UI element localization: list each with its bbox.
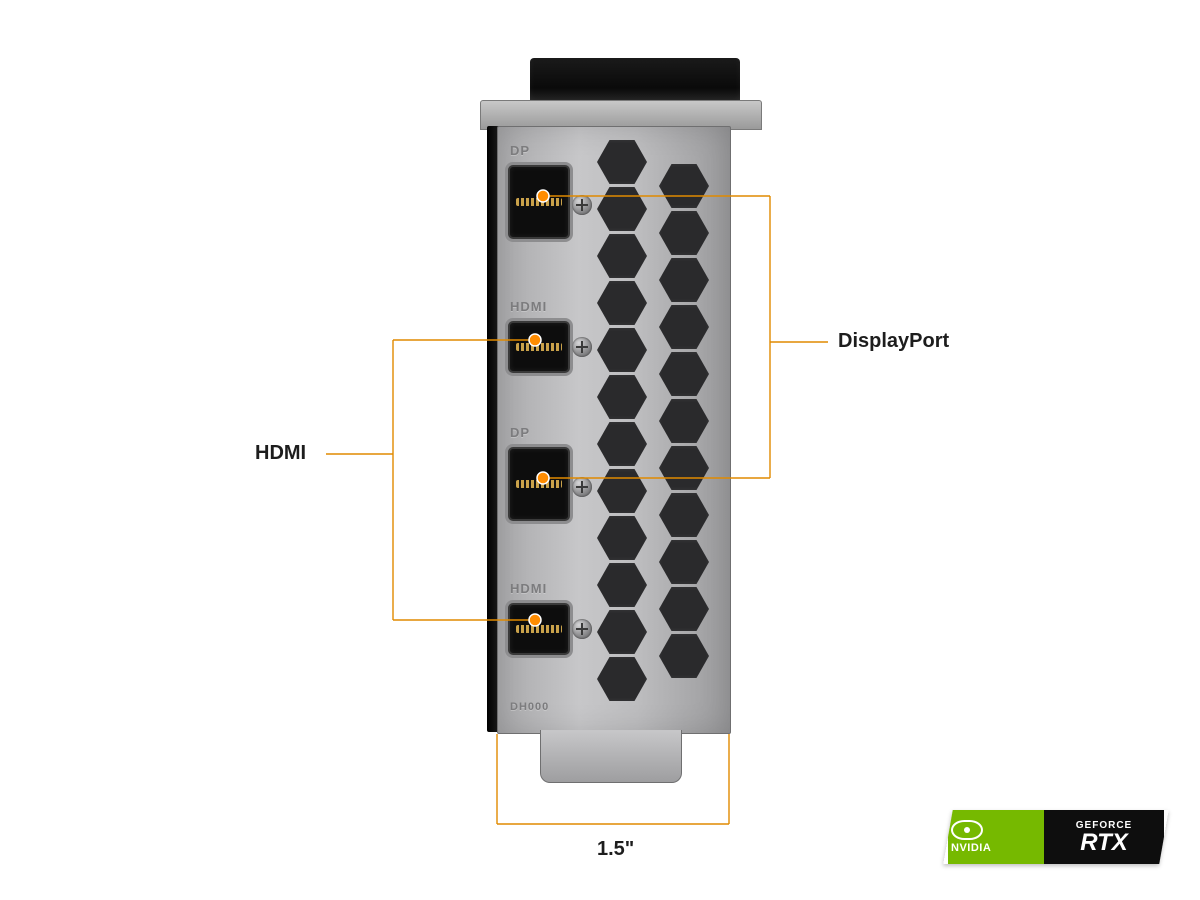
diagram-stage: DP HDMI DP HDMI DH000 HDMI DisplayPort 1… bbox=[0, 0, 1200, 900]
screw-2 bbox=[572, 337, 592, 357]
nvidia-rtx-badge: NVIDIA GEFORCE RTX bbox=[943, 810, 1169, 864]
port-dp-lower bbox=[508, 447, 570, 521]
etched-hdmi-2: HDMI bbox=[510, 581, 547, 596]
label-hdmi: HDMI bbox=[255, 442, 306, 465]
nvidia-eye-icon bbox=[951, 820, 983, 840]
bracket-mounting-tab bbox=[540, 730, 682, 783]
vent-column-1 bbox=[594, 137, 650, 723]
vent-column-2 bbox=[656, 137, 712, 723]
label-width-dimension: 1.5" bbox=[597, 838, 634, 861]
badge-nvidia-text: NVIDIA bbox=[951, 842, 991, 854]
screw-1 bbox=[572, 195, 592, 215]
etched-model: DH000 bbox=[510, 701, 549, 713]
screw-3 bbox=[572, 477, 592, 497]
label-displayport: DisplayPort bbox=[838, 330, 949, 353]
port-dp-top bbox=[508, 165, 570, 239]
io-bracket: DP HDMI DP HDMI DH000 bbox=[497, 126, 731, 734]
etched-dp-1: DP bbox=[510, 143, 530, 158]
etched-hdmi-1: HDMI bbox=[510, 299, 547, 314]
port-hdmi-bottom bbox=[508, 603, 570, 655]
screw-4 bbox=[572, 619, 592, 639]
badge-rtx-text: RTX bbox=[1076, 831, 1132, 855]
etched-dp-2: DP bbox=[510, 425, 530, 440]
port-hdmi-upper bbox=[508, 321, 570, 373]
